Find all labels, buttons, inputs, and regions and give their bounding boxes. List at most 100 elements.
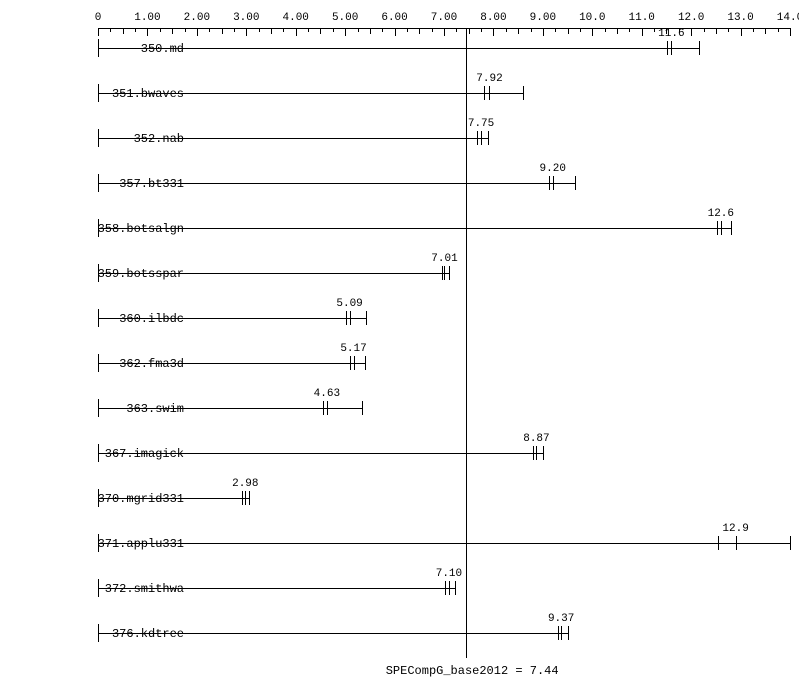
axis-tick xyxy=(741,28,742,36)
benchmark-bar xyxy=(98,138,488,139)
benchmark-label: 371.applu331 xyxy=(98,537,184,551)
value-marker-2 xyxy=(717,221,718,235)
axis-tick-label: 2.00 xyxy=(184,12,210,24)
value-marker xyxy=(671,41,672,55)
value-marker xyxy=(449,581,450,595)
bar-end-cap xyxy=(488,131,489,145)
axis-tick xyxy=(506,28,507,32)
axis-tick xyxy=(493,28,494,36)
value-label: 7.10 xyxy=(436,568,462,580)
value-marker-2 xyxy=(445,581,446,595)
axis-tick xyxy=(518,28,519,34)
axis-tick xyxy=(629,28,630,32)
value-marker xyxy=(561,626,562,640)
benchmark-chart: 01.002.003.004.005.006.007.008.009.0010.… xyxy=(0,0,799,696)
value-marker xyxy=(481,131,482,145)
axis-tick xyxy=(617,28,618,34)
benchmark-label: 357.bt331 xyxy=(119,177,184,191)
benchmark-label: 363.swim xyxy=(126,402,184,416)
benchmark-label: 372.smithwa xyxy=(105,582,184,596)
bar-start-cap xyxy=(98,39,99,57)
bar-start-cap xyxy=(98,129,99,147)
axis-tick xyxy=(444,28,445,36)
value-label: 8.87 xyxy=(523,433,549,445)
bar-start-cap xyxy=(98,84,99,102)
bar-end-cap xyxy=(543,446,544,460)
bar-start-cap xyxy=(98,399,99,417)
benchmark-label: 352.nab xyxy=(134,132,184,146)
axis-tick xyxy=(172,28,173,34)
axis-tick xyxy=(790,28,791,36)
benchmark-bar xyxy=(98,633,568,634)
benchmark-bar xyxy=(98,183,575,184)
axis-tick xyxy=(110,28,111,32)
value-marker-2 xyxy=(718,536,719,550)
axis-tick xyxy=(271,28,272,34)
axis-tick xyxy=(568,28,569,34)
bar-start-cap xyxy=(98,534,99,552)
axis-tick xyxy=(234,28,235,32)
benchmark-bar xyxy=(98,48,699,49)
axis-tick xyxy=(320,28,321,34)
axis-tick xyxy=(259,28,260,32)
value-marker xyxy=(245,491,246,505)
axis-tick xyxy=(147,28,148,36)
value-marker xyxy=(553,176,554,190)
benchmark-bar xyxy=(98,363,365,364)
axis-tick xyxy=(691,28,692,36)
value-label: 12.9 xyxy=(722,523,748,535)
value-marker-2 xyxy=(558,626,559,640)
axis-tick xyxy=(345,28,346,36)
axis-tick-label: 5.00 xyxy=(332,12,358,24)
bar-start-cap xyxy=(98,579,99,597)
axis-tick xyxy=(555,28,556,32)
axis-tick xyxy=(592,28,593,36)
bar-end-cap xyxy=(575,176,576,190)
value-marker-2 xyxy=(442,266,443,280)
value-marker-2 xyxy=(242,491,243,505)
value-marker xyxy=(350,311,351,325)
axis-tick-label: 14.0 xyxy=(777,12,799,24)
value-label: 5.17 xyxy=(340,343,366,355)
value-label: 2.98 xyxy=(232,478,258,490)
axis-tick-label: 6.00 xyxy=(381,12,407,24)
benchmark-label: 370.mgrid331 xyxy=(98,492,184,506)
axis-tick xyxy=(333,28,334,32)
axis-tick-label: 10.0 xyxy=(579,12,605,24)
benchmark-bar xyxy=(98,588,455,589)
axis-tick xyxy=(197,28,198,36)
bar-start-cap xyxy=(98,264,99,282)
benchmark-bar xyxy=(98,93,523,94)
bar-end-cap xyxy=(365,356,366,370)
axis-tick xyxy=(432,28,433,32)
value-label: 5.09 xyxy=(336,298,362,310)
value-marker xyxy=(536,446,537,460)
bar-start-cap xyxy=(98,624,99,642)
benchmark-label: 359.botsspar xyxy=(98,267,184,281)
value-marker-2 xyxy=(533,446,534,460)
axis-tick xyxy=(580,28,581,32)
benchmark-label: 358.botsalgn xyxy=(98,222,184,236)
benchmark-bar xyxy=(98,273,449,274)
axis-tick-label: 4.00 xyxy=(283,12,309,24)
axis-tick xyxy=(283,28,284,32)
benchmark-label: 362.fma3d xyxy=(119,357,184,371)
value-marker-2 xyxy=(350,356,351,370)
axis-tick-label: 0 xyxy=(95,12,102,24)
axis-tick-label: 11.0 xyxy=(629,12,655,24)
value-label: 7.92 xyxy=(476,73,502,85)
axis-tick xyxy=(296,28,297,36)
value-label: 12.6 xyxy=(708,208,734,220)
axis-tick xyxy=(160,28,161,32)
benchmark-bar xyxy=(98,318,366,319)
footer-label: SPECompG_base2012 = 7.44 xyxy=(386,664,559,678)
axis-tick xyxy=(123,28,124,34)
axis-tick xyxy=(370,28,371,34)
axis-tick xyxy=(654,28,655,32)
value-marker-2 xyxy=(549,176,550,190)
axis-tick xyxy=(716,28,717,34)
geom-median-line xyxy=(466,28,467,658)
axis-tick xyxy=(308,28,309,32)
axis-tick xyxy=(209,28,210,32)
value-label: 7.75 xyxy=(468,118,494,130)
